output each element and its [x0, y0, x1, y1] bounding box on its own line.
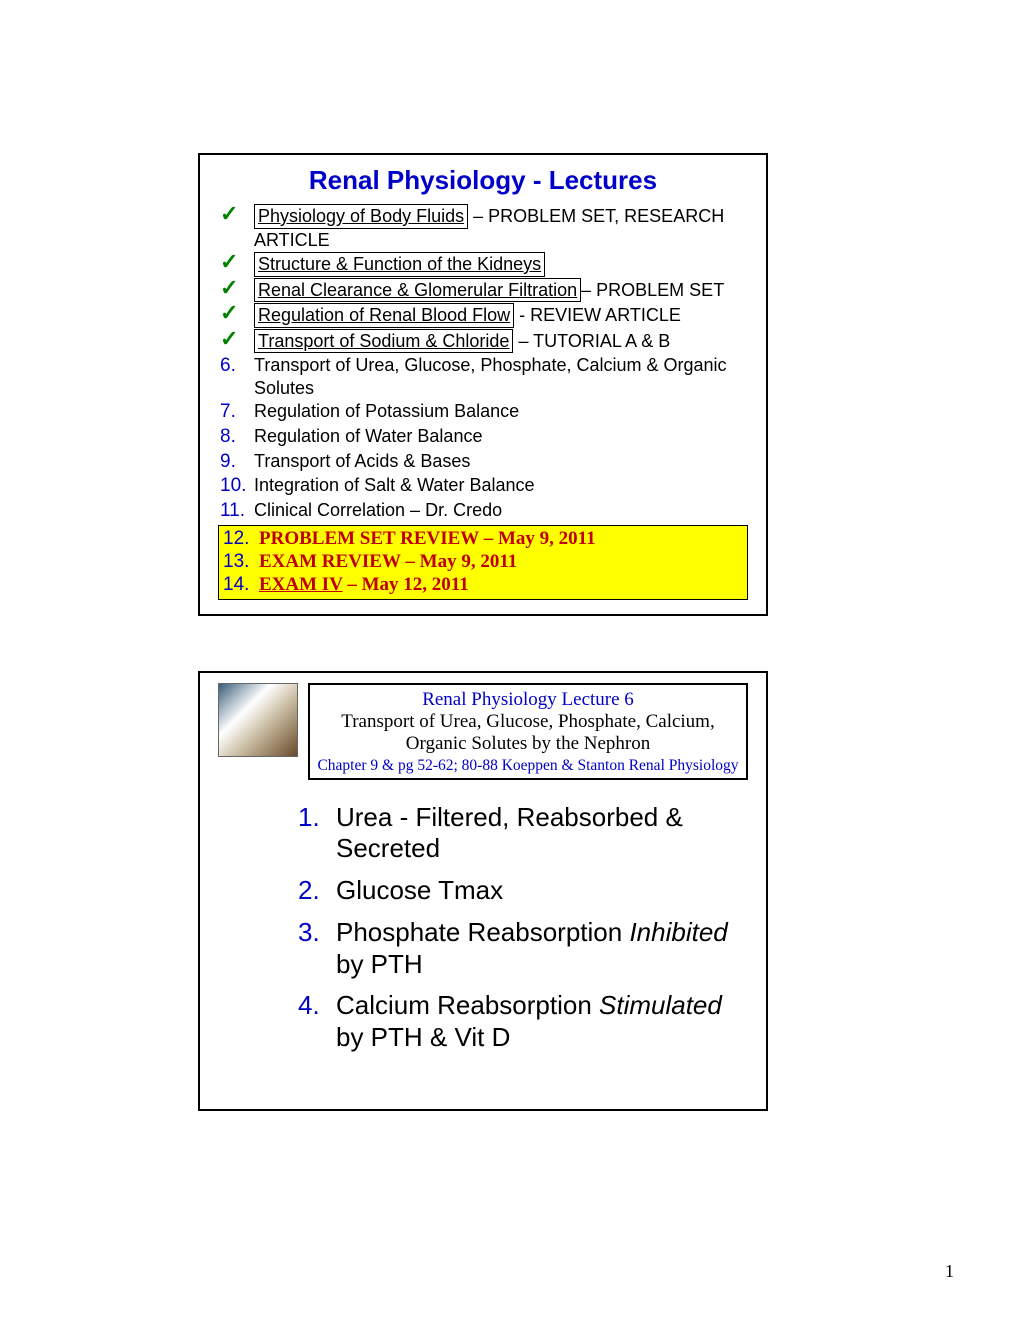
lecture-text: Regulation of Water Balance: [254, 425, 748, 448]
highlight-number: 14.: [223, 574, 259, 596]
lecture-row: 9. Transport of Acids & Bases: [218, 450, 748, 474]
lecture-number: 10.: [218, 474, 254, 498]
lecture-number: 9.: [218, 450, 254, 474]
highlight-text: EXAM REVIEW – May 9, 2011: [259, 551, 517, 573]
slide2-header-wrap: Renal Physiology Lecture 6 Transport of …: [218, 683, 748, 780]
lecture-number: 7.: [218, 400, 254, 424]
highlight-row: 13. EXAM REVIEW – May 9, 2011: [223, 551, 743, 573]
lecture-text: Transport of Sodium & Chloride – TUTORIA…: [254, 329, 748, 354]
topic-row: 2. Glucose Tmax: [298, 875, 748, 907]
lecture-number: 8.: [218, 425, 254, 449]
boxed-link: Regulation of Renal Blood Flow: [254, 303, 514, 328]
lecture-text: Transport of Urea, Glucose, Phosphate, C…: [254, 354, 748, 399]
lecture-row: ✓ Regulation of Renal Blood Flow - REVIE…: [218, 303, 748, 328]
topic-number: 3.: [298, 917, 336, 949]
lecture-image-icon: [218, 683, 298, 757]
lecture-row: 8. Regulation of Water Balance: [218, 425, 748, 449]
lecture-row: 10. Integration of Salt & Water Balance: [218, 474, 748, 498]
check-icon: ✓: [218, 278, 254, 299]
lecture-list: ✓ Physiology of Body Fluids – PROBLEM SE…: [218, 204, 748, 523]
lecture-text: Structure & Function of the Kidneys: [254, 252, 748, 277]
topic-list: 1. Urea - Filtered, Reabsorbed & Secrete…: [218, 802, 748, 1054]
lecture-row: 7. Regulation of Potassium Balance: [218, 400, 748, 424]
lecture-header-box: Renal Physiology Lecture 6 Transport of …: [308, 683, 748, 780]
lecture-row: ✓ Physiology of Body Fluids – PROBLEM SE…: [218, 204, 748, 251]
boxed-link: Renal Clearance & Glomerular Filtration: [254, 278, 581, 303]
topic-number: 4.: [298, 990, 336, 1022]
lecture-text: Renal Clearance & Glomerular Filtration–…: [254, 278, 748, 303]
lecture-number: 11.: [218, 499, 254, 523]
highlight-row: 12. PROBLEM SET REVIEW – May 9, 2011: [223, 528, 743, 550]
check-icon: ✓: [218, 252, 254, 273]
topic-text: Phosphate Reabsorption Inhibited by PTH: [336, 917, 748, 980]
header-line3: Chapter 9 & pg 52-62; 80-88 Koeppen & St…: [316, 757, 740, 775]
highlight-text: EXAM IV – May 12, 2011: [259, 574, 469, 596]
lecture-text: Regulation of Potassium Balance: [254, 400, 748, 423]
lecture-row: 6. Transport of Urea, Glucose, Phosphate…: [218, 354, 748, 399]
header-line1: Renal Physiology Lecture 6: [316, 689, 740, 711]
lecture-number: 6.: [218, 354, 254, 378]
topic-number: 1.: [298, 802, 336, 834]
lecture-row: ✓ Transport of Sodium & Chloride – TUTOR…: [218, 329, 748, 354]
boxed-link: Structure & Function of the Kidneys: [254, 252, 545, 277]
check-icon: ✓: [218, 329, 254, 350]
topic-row: 3. Phosphate Reabsorption Inhibited by P…: [298, 917, 748, 980]
header-line2: Transport of Urea, Glucose, Phosphate, C…: [316, 711, 740, 755]
topic-text: Glucose Tmax: [336, 875, 503, 907]
lecture-text: Transport of Acids & Bases: [254, 450, 748, 473]
lecture-text: Regulation of Renal Blood Flow - REVIEW …: [254, 303, 748, 328]
slide-lectures: Renal Physiology - Lectures ✓ Physiology…: [198, 153, 768, 616]
boxed-link: Transport of Sodium & Chloride: [254, 329, 513, 354]
lecture-row: ✓ Renal Clearance & Glomerular Filtratio…: [218, 278, 748, 303]
lecture-text: Integration of Salt & Water Balance: [254, 474, 748, 497]
topic-text: Calcium Reabsorption Stimulated by PTH &…: [336, 990, 748, 1053]
check-icon: ✓: [218, 204, 254, 225]
topic-number: 2.: [298, 875, 336, 907]
topic-row: 1. Urea - Filtered, Reabsorbed & Secrete…: [298, 802, 748, 865]
topic-text: Urea - Filtered, Reabsorbed & Secreted: [336, 802, 748, 865]
lecture-row: ✓ Structure & Function of the Kidneys: [218, 252, 748, 277]
page-number: 1: [945, 1261, 954, 1282]
highlight-row: 14. EXAM IV – May 12, 2011: [223, 574, 743, 596]
topic-row: 4. Calcium Reabsorption Stimulated by PT…: [298, 990, 748, 1053]
slide1-title: Renal Physiology - Lectures: [218, 165, 748, 196]
slide-lecture6: Renal Physiology Lecture 6 Transport of …: [198, 671, 768, 1111]
lecture-row: 11. Clinical Correlation – Dr. Credo: [218, 499, 748, 523]
lecture-text: Physiology of Body Fluids – PROBLEM SET,…: [254, 204, 748, 251]
lecture-text: Clinical Correlation – Dr. Credo: [254, 499, 748, 522]
highlight-number: 12.: [223, 528, 259, 550]
check-icon: ✓: [218, 303, 254, 324]
boxed-link: Physiology of Body Fluids: [254, 204, 468, 229]
highlight-text: PROBLEM SET REVIEW – May 9, 2011: [259, 528, 596, 550]
highlight-number: 13.: [223, 551, 259, 573]
highlight-block: 12. PROBLEM SET REVIEW – May 9, 2011 13.…: [218, 525, 748, 600]
